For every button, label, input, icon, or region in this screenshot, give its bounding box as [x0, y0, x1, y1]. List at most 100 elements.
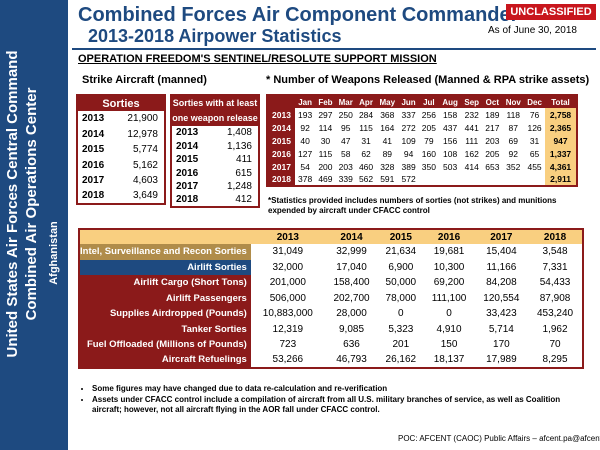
stats-year-header: 2018 — [528, 229, 583, 244]
sorties-row: 2016 5,162 — [77, 158, 165, 174]
weapons-col-header: Jul — [418, 95, 440, 108]
weapons-cell: 460 — [358, 161, 374, 172]
weapons-cell: 114 — [318, 122, 333, 133]
weapons-cell: 31 — [529, 135, 540, 146]
stats-value: 15,404 — [486, 246, 517, 258]
stats-value: 21,634 — [385, 246, 417, 258]
strike-aircraft-header: Strike Aircraft (manned) — [82, 74, 207, 86]
weapons-cell: 591 — [380, 174, 395, 184]
sorties-table-title: Sorties — [77, 95, 165, 111]
stats-value: 453,240 — [536, 308, 574, 320]
weapons-cell: 31 — [361, 135, 371, 146]
weapons-cell: 87 — [508, 122, 518, 133]
weapons-cell: 41 — [382, 135, 393, 146]
weapons-cell — [524, 173, 545, 186]
weapons-cell: 232 — [464, 109, 479, 120]
weapons-cell: 352 — [506, 161, 521, 172]
stats-value: 53,266 — [272, 354, 304, 366]
weapon-sorties-value: 411 — [236, 154, 252, 166]
weapons-total: 2,365 — [545, 121, 577, 134]
weapons-total: 947 — [545, 134, 577, 147]
weapons-row: 2013 193 297 250 284 368 337 256 158 232 189 118 76 2… — [267, 108, 577, 121]
stats-row: Intel, Surveillance and Recon Sorties 31,… — [79, 244, 583, 260]
stats-value: 32,000 — [272, 261, 304, 273]
weapon-sorties-row: 2017 1,248 — [171, 180, 259, 194]
weapon-sorties-value: 412 — [235, 194, 252, 206]
stats-value: 28,000 — [336, 308, 367, 320]
weapons-cell: 297 — [318, 109, 333, 120]
sorties-row: 2013 21,900 — [77, 111, 165, 127]
weapons-cell: 160 — [421, 148, 436, 159]
weapons-col-header: Apr — [355, 95, 377, 108]
stats-value: 202,700 — [333, 292, 370, 304]
stats-year-header: 2014 — [324, 229, 379, 244]
weapons-col-header: Sep — [461, 95, 483, 108]
weapons-cell: 126 — [527, 122, 542, 133]
weapons-cell — [482, 173, 502, 186]
stats-value: 5,323 — [388, 323, 414, 335]
weapon-sorties-value: 1,408 — [226, 127, 252, 139]
weapons-cell: 47 — [341, 135, 351, 146]
stats-value: 158,400 — [333, 277, 370, 289]
weapons-cell: 437 — [443, 122, 458, 133]
weapons-cell: 339 — [338, 174, 353, 184]
stats-row-label: Supplies Airdropped (Pounds) — [79, 306, 251, 322]
weapons-cell: 653 — [485, 161, 500, 172]
weapons-cell: 111 — [465, 135, 479, 146]
stats-value: 150 — [440, 339, 458, 351]
sorties-value: 5,162 — [132, 159, 158, 171]
weapons-cell: 256 — [421, 109, 436, 120]
stats-value: 8,295 — [542, 354, 568, 366]
stats-year-header: 2016 — [423, 229, 475, 244]
airpower-stats-table: 2013 2014 2015 2016 2017 2018 Intel, Surveill… — [78, 228, 584, 369]
weapons-col-header: Oct — [482, 95, 503, 108]
weapons-col-header: Aug — [439, 95, 462, 108]
weapon-sorties-row: 2014 1,136 — [171, 140, 259, 154]
stats-year-header: 2017 — [474, 229, 529, 244]
stats-value: 201 — [392, 339, 410, 351]
stats-value: 9,085 — [339, 323, 365, 335]
theater-label: Afghanistan — [48, 221, 60, 285]
weapons-cell: 368 — [380, 109, 395, 120]
weapons-cell: 189 — [485, 109, 500, 120]
stats-row-label: Fuel Offloaded (Millions of Pounds) — [79, 337, 251, 353]
stats-value: 18,137 — [433, 354, 465, 366]
stats-value: 10,300 — [433, 261, 465, 273]
weapons-year: 2018 — [267, 173, 295, 186]
weapons-col-header: Nov — [502, 95, 525, 108]
weapon-sorties-row: 2018 412 — [171, 194, 259, 208]
weapons-cell: 350 — [421, 161, 436, 172]
side-band-text: United States Air Forces Central Command… — [3, 39, 59, 369]
weapons-cell: 95 — [341, 122, 351, 133]
weapons-col-header: Jan — [295, 95, 316, 108]
weapons-table-header-row: Jan Feb Mar Apr May Jun Jul Aug Sep Oct Nov Dec Tota… — [267, 95, 577, 108]
weapons-cell: 162 — [464, 148, 479, 159]
stats-row-label: Airlift Passengers — [79, 290, 251, 306]
stats-value: 506,000 — [269, 292, 306, 304]
stats-value: 111,100 — [431, 292, 467, 304]
weapons-cell: 79 — [424, 135, 434, 146]
weapons-cell: 156 — [443, 135, 458, 146]
stats-value: 3,548 — [542, 246, 568, 258]
weapons-cell: 115 — [359, 122, 373, 133]
stats-row: Supplies Airdropped (Pounds) 10,883,000 28… — [79, 306, 583, 322]
weapons-cell: 69 — [508, 135, 518, 146]
stats-value: 636 — [343, 339, 360, 351]
weapons-col-header: May — [376, 95, 399, 108]
weapons-row: 2017 54 200 203 460 328 389 350 503 414 653 352 455 4… — [267, 160, 577, 173]
stats-value: 5,714 — [488, 323, 514, 335]
weapons-year: 2015 — [267, 134, 295, 147]
theater-label-box: Afghanistan — [42, 218, 66, 290]
stats-value: 19,681 — [433, 246, 465, 258]
weapon-sorties-title-line2: one weapon release — [172, 113, 258, 123]
sorties-row: 2018 3,649 — [77, 189, 165, 205]
sorties-value: 21,900 — [127, 113, 158, 125]
operation-name: OPERATION FREEDOM'S SENTINEL/RESOLUTE SU… — [78, 53, 437, 65]
weapon-sorties-title-line1: Sorties with at least — [172, 98, 258, 108]
weapon-sorties-year: 2014 — [176, 140, 199, 152]
weapons-cell — [461, 173, 482, 186]
sorties-value: 4,603 — [132, 175, 158, 187]
weapons-cell: 284 — [358, 109, 374, 120]
weapons-year: 2017 — [267, 160, 295, 173]
stats-value: 0 — [446, 308, 452, 320]
